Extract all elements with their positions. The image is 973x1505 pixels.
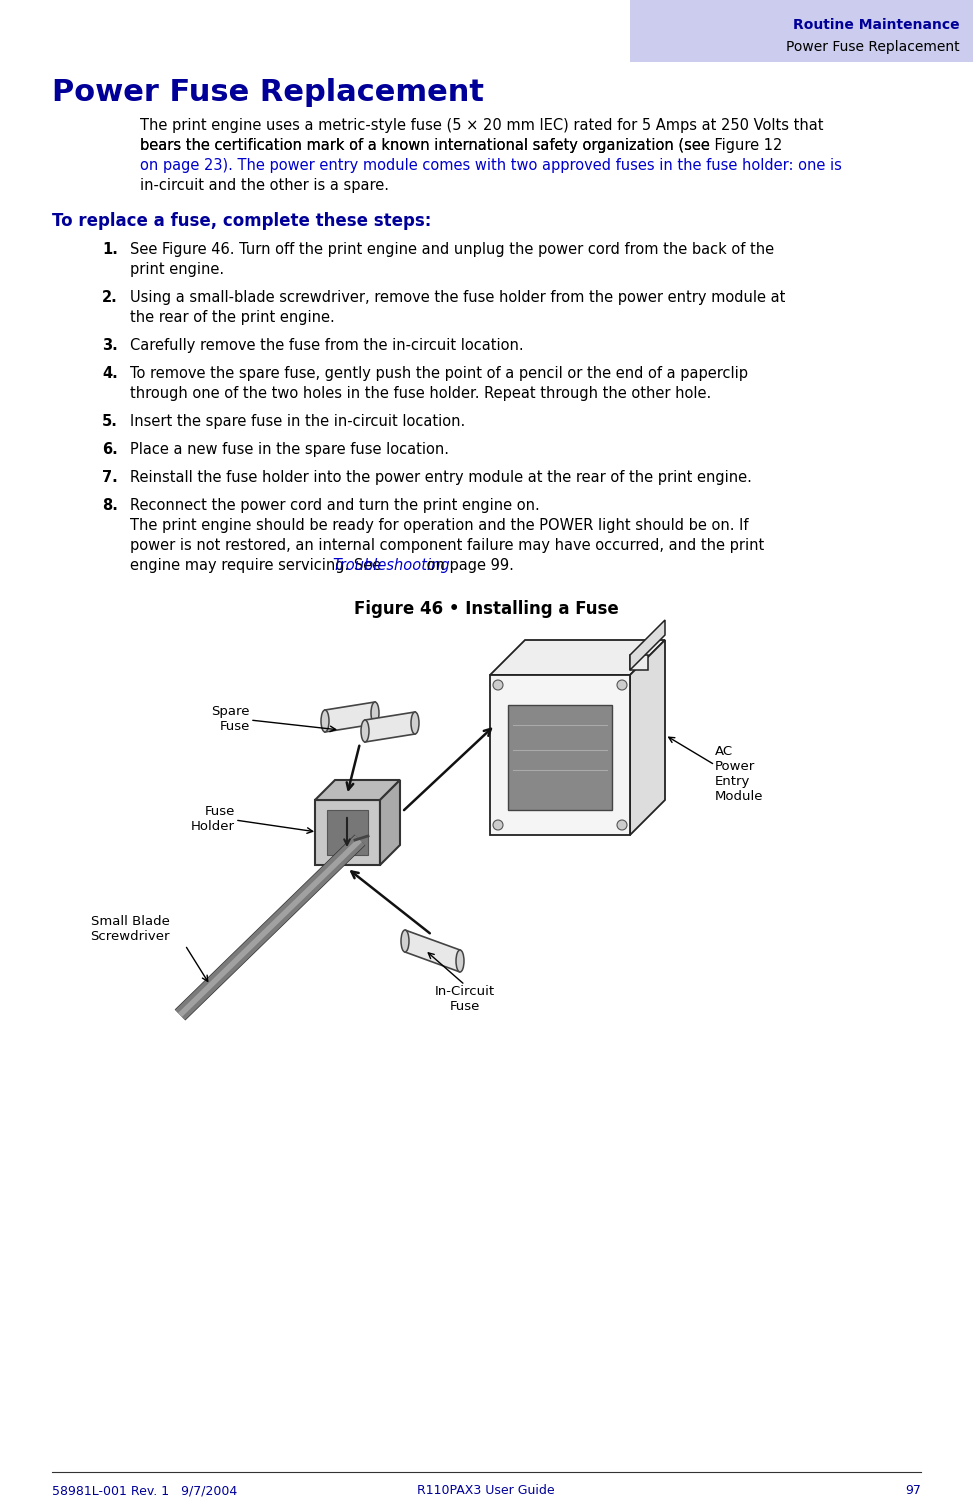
Text: Routine Maintenance: Routine Maintenance — [793, 18, 960, 32]
Text: 8.: 8. — [102, 498, 118, 513]
Text: Carefully remove the fuse from the in-circuit location.: Carefully remove the fuse from the in-ci… — [130, 339, 523, 354]
Polygon shape — [490, 676, 630, 835]
Text: 3.: 3. — [102, 339, 118, 354]
Text: 6.: 6. — [102, 442, 118, 458]
Text: Reconnect the power cord and turn the print engine on.: Reconnect the power cord and turn the pr… — [130, 498, 540, 513]
Text: print engine.: print engine. — [130, 262, 224, 277]
Text: The print engine should be ready for operation and the POWER light should be on.: The print engine should be ready for ope… — [130, 518, 748, 533]
Text: To remove the spare fuse, gently push the point of a pencil or the end of a pape: To remove the spare fuse, gently push th… — [130, 366, 748, 381]
Polygon shape — [490, 640, 665, 676]
Text: To replace a fuse, complete these steps:: To replace a fuse, complete these steps: — [52, 212, 431, 230]
Text: 2.: 2. — [102, 290, 118, 306]
Polygon shape — [327, 810, 368, 855]
Polygon shape — [630, 655, 648, 670]
Circle shape — [493, 820, 503, 829]
Polygon shape — [325, 701, 375, 731]
Text: bears the certification mark of a known international safety organization (see F: bears the certification mark of a known … — [140, 138, 782, 154]
Polygon shape — [405, 930, 460, 972]
Text: 4.: 4. — [102, 366, 118, 381]
Ellipse shape — [371, 701, 379, 724]
Text: R110PAX3 User Guide: R110PAX3 User Guide — [417, 1484, 555, 1497]
Text: Using a small-blade screwdriver, remove the fuse holder from the power entry mod: Using a small-blade screwdriver, remove … — [130, 290, 785, 306]
Text: through one of the two holes in the fuse holder. Repeat through the other hole.: through one of the two holes in the fuse… — [130, 385, 711, 400]
Text: on page 99.: on page 99. — [421, 558, 514, 573]
Text: 97: 97 — [905, 1484, 921, 1497]
Text: bears the certification mark of a known international safety organization (see: bears the certification mark of a known … — [140, 138, 714, 154]
Text: 5.: 5. — [102, 414, 118, 429]
Text: Reinstall the fuse holder into the power entry module at the rear of the print e: Reinstall the fuse holder into the power… — [130, 470, 752, 485]
Bar — [630, 0, 973, 62]
Text: 7.: 7. — [102, 470, 118, 485]
Text: power is not restored, an internal component failure may have occurred, and the : power is not restored, an internal compo… — [130, 537, 764, 552]
Text: Fuse
Holder: Fuse Holder — [191, 805, 235, 832]
Text: AC
Power
Entry
Module: AC Power Entry Module — [715, 745, 764, 804]
Text: bears the certification mark of a known international safety organization (see: bears the certification mark of a known … — [140, 138, 714, 154]
Text: 58981L-001 Rev. 1   9/7/2004: 58981L-001 Rev. 1 9/7/2004 — [52, 1484, 237, 1497]
Text: Figure 46 • Installing a Fuse: Figure 46 • Installing a Fuse — [353, 600, 619, 619]
Text: the rear of the print engine.: the rear of the print engine. — [130, 310, 335, 325]
Polygon shape — [365, 712, 415, 742]
Text: See Figure 46. Turn off the print engine and unplug the power cord from the back: See Figure 46. Turn off the print engine… — [130, 242, 775, 257]
Polygon shape — [630, 640, 665, 835]
Text: The print engine uses a metric-style fuse (5 × 20 mm IEC) rated for 5 Amps at 25: The print engine uses a metric-style fus… — [140, 117, 823, 132]
Polygon shape — [380, 780, 400, 865]
Text: In-Circuit
Fuse: In-Circuit Fuse — [435, 984, 495, 1013]
Text: engine may require servicing. See: engine may require servicing. See — [130, 558, 386, 573]
Polygon shape — [630, 620, 665, 670]
Text: Power Fuse Replacement: Power Fuse Replacement — [786, 41, 960, 54]
Text: Small Blade
Screwdriver: Small Blade Screwdriver — [90, 915, 170, 944]
Ellipse shape — [361, 719, 369, 742]
Circle shape — [493, 680, 503, 689]
Circle shape — [617, 680, 627, 689]
Text: on page 23). The power entry module comes with two approved fuses in the fuse ho: on page 23). The power entry module come… — [140, 158, 842, 173]
Circle shape — [617, 820, 627, 829]
Text: Place a new fuse in the spare fuse location.: Place a new fuse in the spare fuse locat… — [130, 442, 449, 458]
Text: Spare
Fuse: Spare Fuse — [211, 704, 250, 733]
Ellipse shape — [411, 712, 419, 734]
Ellipse shape — [321, 710, 329, 731]
Ellipse shape — [456, 950, 464, 972]
Text: Insert the spare fuse in the in-circuit location.: Insert the spare fuse in the in-circuit … — [130, 414, 465, 429]
Text: Power Fuse Replacement: Power Fuse Replacement — [52, 78, 484, 107]
Text: Troubleshooting: Troubleshooting — [333, 558, 450, 573]
Text: bears the certification mark of a known international safety organization (see F: bears the certification mark of a known … — [140, 138, 782, 154]
Polygon shape — [315, 801, 380, 865]
Polygon shape — [508, 704, 612, 810]
Polygon shape — [315, 780, 400, 801]
Ellipse shape — [401, 930, 409, 953]
Text: 1.: 1. — [102, 242, 118, 257]
Text: in-circuit and the other is a spare.: in-circuit and the other is a spare. — [140, 178, 389, 193]
